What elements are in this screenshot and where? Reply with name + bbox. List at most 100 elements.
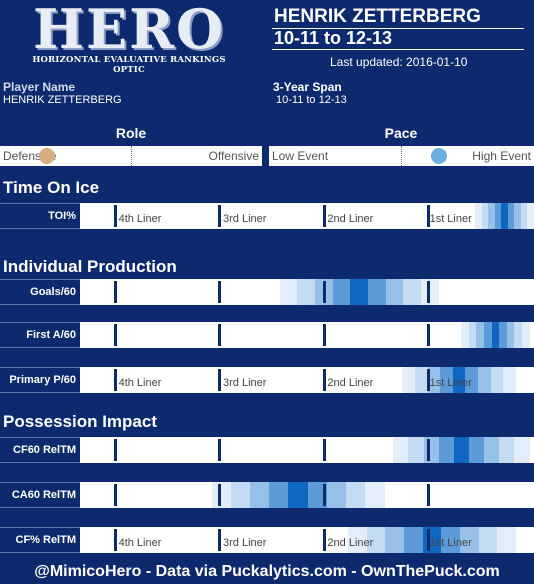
metric-label: CA60 RelTM: [0, 482, 80, 508]
tier-divider: [322, 324, 326, 346]
heat-band: [365, 482, 385, 508]
metric-label: TOI%: [0, 203, 80, 229]
pace-marker: [430, 148, 447, 164]
heat-band: [288, 482, 308, 508]
heat-band: [494, 203, 502, 229]
tier-label: 2nd Liner: [327, 377, 374, 389]
heat-band: [403, 527, 423, 553]
heat-band: [484, 322, 493, 348]
heat-band: [503, 367, 517, 393]
tier-label: 3rd Liner: [223, 213, 267, 225]
heat-band: [326, 482, 347, 508]
tier-divider: [427, 205, 431, 227]
heat-band: [514, 437, 530, 463]
heat-band: [368, 279, 387, 305]
tier-divider: [322, 205, 326, 227]
tier-divider: [114, 324, 118, 346]
heat-band: [385, 527, 405, 553]
tier-divider: [322, 281, 326, 303]
heat-band: [465, 367, 479, 393]
heat-band: [499, 322, 508, 348]
heat-band: [488, 203, 496, 229]
span-title: 10-11 to 12-13: [274, 28, 393, 48]
tier-divider: [218, 281, 222, 303]
tier-divider: [427, 439, 431, 461]
heat-band: [476, 322, 485, 348]
role-right-label: Offensive: [208, 149, 259, 163]
heat-band: [468, 322, 477, 348]
tier-divider: [322, 529, 326, 551]
tier-label: 4th Liner: [118, 213, 162, 225]
heat-band: [211, 482, 232, 508]
pace-heading: Pace: [384, 125, 418, 141]
tier-label: 1st Liner: [429, 537, 472, 549]
heat-band: [506, 322, 515, 348]
tier-divider: [322, 369, 326, 391]
heat-band: [520, 203, 528, 229]
metric-bar: 4th Liner 3rd Liner 2nd Liner 1st Liner: [80, 203, 534, 229]
heat-band: [366, 527, 386, 553]
hero-logo: HERO HORIZONTAL EVALUATIVE RANKINGS OPTI…: [18, 2, 240, 75]
heat-band: [514, 322, 523, 348]
metric-label: First A/60: [0, 322, 80, 348]
heat-band: [345, 482, 366, 508]
heat-band: [478, 527, 498, 553]
metric-label: Goals/60: [0, 279, 80, 305]
pace-midline: [401, 146, 402, 166]
footer-credits: @MimicoHero - Data via Puckalytics.com -…: [34, 563, 500, 580]
player-name-value: HENRIK ZETTERBERG: [3, 94, 122, 106]
tier-divider: [114, 439, 118, 461]
heat-band: [393, 437, 409, 463]
title-divider: [272, 49, 524, 50]
metric-label: CF60 RelTM: [0, 437, 80, 463]
tier-divider: [427, 529, 431, 551]
role-midline: [131, 146, 132, 166]
heat-band: [279, 279, 298, 305]
tier-divider: [427, 369, 431, 391]
heat-band: [481, 203, 489, 229]
heat-band: [459, 527, 479, 553]
heat-band: [501, 203, 509, 229]
span-value: 10-11 to 12-13: [276, 94, 347, 106]
tier-divider: [114, 484, 118, 506]
tier-divider: [218, 484, 222, 506]
heat-band: [347, 527, 368, 553]
heat-band: [423, 437, 440, 463]
section-heading: Possession Impact: [3, 412, 158, 431]
tier-divider: [218, 529, 222, 551]
heat-band: [297, 279, 316, 305]
tier-divider: [218, 369, 222, 391]
last-updated: Last updated: 2016-01-10: [330, 55, 468, 69]
heat-band: [414, 367, 429, 393]
tier-divider: [114, 369, 118, 391]
heat-band: [269, 482, 289, 508]
metric-bar: [80, 279, 534, 305]
tier-divider: [218, 439, 222, 461]
heat-band: [440, 367, 454, 393]
tier-divider: [322, 439, 326, 461]
heat-band: [402, 367, 416, 393]
pace-right-label: High Event: [472, 149, 531, 163]
player-name-label: Player Name: [3, 80, 76, 94]
tier-label: 1st Liner: [429, 377, 472, 389]
tier-divider: [114, 529, 118, 551]
heat-band: [427, 367, 441, 393]
tier-divider: [218, 324, 222, 346]
tier-label: 1st Liner: [429, 213, 472, 225]
heat-band: [491, 322, 500, 348]
heat-band: [408, 437, 425, 463]
span-label: 3-Year Span: [273, 80, 342, 94]
tier-divider: [218, 205, 222, 227]
pace-left-label: Low Event: [272, 149, 329, 163]
heat-band: [521, 322, 530, 348]
tier-divider: [114, 281, 118, 303]
metric-label: CF% RelTM: [0, 527, 80, 553]
tier-divider: [427, 484, 431, 506]
heat-band: [507, 203, 515, 229]
heat-band: [453, 437, 470, 463]
heat-band: [307, 482, 328, 508]
heat-band: [438, 437, 455, 463]
metric-bar: [80, 322, 534, 348]
tier-divider: [114, 205, 118, 227]
metric-bar: [80, 437, 534, 463]
